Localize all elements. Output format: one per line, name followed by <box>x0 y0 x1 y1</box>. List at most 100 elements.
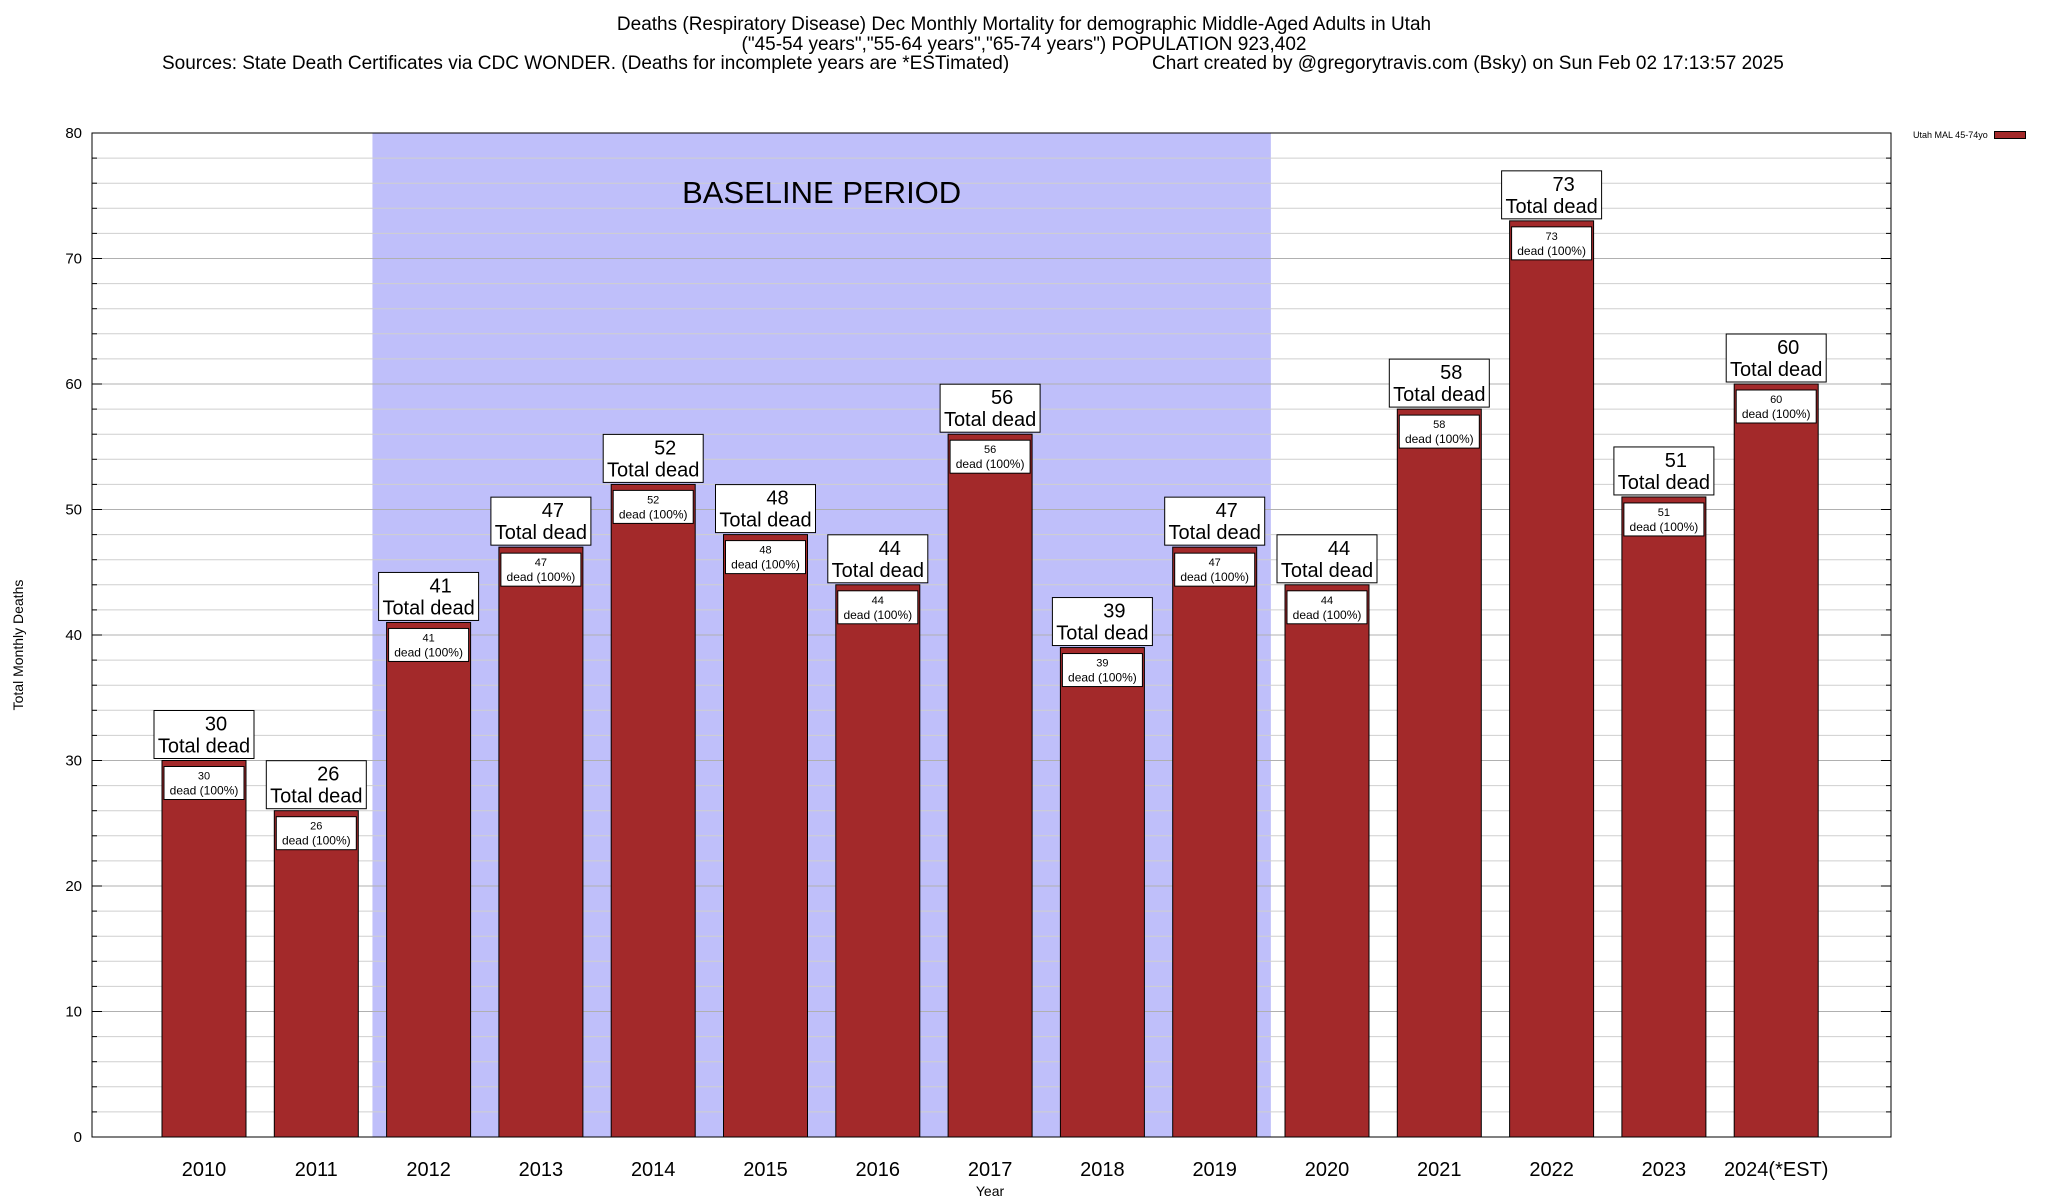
bar <box>1733 383 1819 1138</box>
bar <box>273 810 359 1138</box>
inner-label-box <box>725 540 806 575</box>
inner-label-box <box>163 766 245 800</box>
total-label-box <box>715 484 816 534</box>
y-tick-label: 10 <box>65 1004 82 1021</box>
bar <box>1284 584 1370 1138</box>
bar <box>1059 647 1145 1138</box>
total-label-text: Total dead <box>944 409 1036 431</box>
y-tick-label: 0 <box>74 1129 82 1146</box>
total-label-text: Total dead <box>495 522 587 544</box>
inner-label-value: 60 <box>1770 394 1782 406</box>
inner-label-box <box>949 439 1031 474</box>
total-label-box <box>1725 333 1827 383</box>
inner-label-text: dead (100%) <box>1180 570 1249 584</box>
y-tick-label: 30 <box>65 753 82 770</box>
total-label-value: 41 <box>429 575 451 597</box>
legend: Utah MAL 45-74yo <box>1913 130 2026 140</box>
x-tick-label: 2010 <box>182 1159 227 1181</box>
inner-label-box <box>612 489 694 524</box>
total-label-box <box>265 760 367 810</box>
inner-label-box <box>837 590 919 625</box>
total-label-text: Total dead <box>1056 623 1148 645</box>
x-tick-label: 2023 <box>1642 1159 1687 1181</box>
total-label-box <box>602 433 704 483</box>
x-tick-label: 2022 <box>1529 1159 1574 1181</box>
y-tick-label: 40 <box>65 627 82 644</box>
total-label-box <box>827 534 929 584</box>
x-tick-label: 2021 <box>1417 1159 1462 1181</box>
inner-label-value: 44 <box>872 595 884 607</box>
inner-label-box <box>1623 502 1705 537</box>
inner-label-value: 30 <box>198 771 210 783</box>
total-label-box <box>939 383 1041 433</box>
bar <box>1396 408 1482 1138</box>
inner-label-text: dead (100%) <box>731 558 800 572</box>
legend-swatch <box>1993 131 2026 139</box>
bar <box>1621 496 1707 1138</box>
total-label-value: 47 <box>542 500 564 522</box>
total-label-box <box>153 710 255 759</box>
inner-label-box <box>275 816 357 851</box>
y-tick-label: 80 <box>65 125 82 142</box>
total-label-text: Total dead <box>607 459 699 481</box>
x-tick-label: 2014 <box>631 1159 676 1181</box>
total-label-value: 26 <box>317 764 339 786</box>
total-label-text: Total dead <box>719 510 811 532</box>
total-label-text: Total dead <box>382 597 474 619</box>
x-tick-label: 2018 <box>1080 1159 1125 1181</box>
inner-label-value: 41 <box>422 632 434 644</box>
inner-label-text: dead (100%) <box>843 608 912 622</box>
total-label-box <box>490 496 592 546</box>
bar <box>947 433 1033 1138</box>
inner-label-text: dead (100%) <box>170 784 239 798</box>
inner-label-text: dead (100%) <box>1293 608 1362 622</box>
inner-label-value: 26 <box>310 821 322 833</box>
total-label-text: Total dead <box>158 736 250 758</box>
inner-label-text: dead (100%) <box>619 507 688 521</box>
inner-label-value: 47 <box>1209 557 1221 569</box>
chart-source: Sources: State Death Certificates via CD… <box>162 53 1010 74</box>
x-tick-label: 2012 <box>406 1159 451 1181</box>
bar <box>1509 220 1595 1138</box>
total-label-box <box>1164 496 1266 546</box>
x-axis-label: Year <box>975 1183 1005 1199</box>
inner-label-box <box>1398 414 1480 449</box>
total-label-box <box>1613 446 1715 496</box>
total-label-box <box>1276 534 1378 584</box>
inner-label-value: 48 <box>759 545 771 557</box>
inner-label-value: 51 <box>1658 507 1670 519</box>
inner-label-value: 73 <box>1545 231 1557 243</box>
inner-label-box <box>500 552 582 587</box>
y-tick-label: 50 <box>65 502 82 519</box>
x-tick-label: 2015 <box>743 1159 788 1181</box>
bar <box>161 760 247 1138</box>
x-tick-label: 2020 <box>1305 1159 1350 1181</box>
y-tick-label: 60 <box>65 376 82 393</box>
total-label-value: 56 <box>991 387 1013 409</box>
inner-label-value: 52 <box>647 494 659 506</box>
total-label-text: Total dead <box>1505 196 1597 218</box>
total-label-value: 44 <box>879 538 901 560</box>
inner-label-text: dead (100%) <box>282 834 351 848</box>
inner-label-text: dead (100%) <box>1405 432 1474 446</box>
bar <box>835 584 921 1138</box>
inner-label-text: dead (100%) <box>507 570 576 584</box>
inner-label-text: dead (100%) <box>1517 244 1586 258</box>
total-label-value: 58 <box>1440 362 1462 384</box>
total-label-text: Total dead <box>1730 359 1822 381</box>
inner-label-box <box>388 627 470 662</box>
total-label-text: Total dead <box>1281 560 1373 582</box>
total-label-box <box>1051 597 1153 647</box>
bar <box>498 546 584 1138</box>
total-label-value: 48 <box>766 488 788 510</box>
total-label-text: Total dead <box>1393 384 1485 406</box>
inner-label-value: 58 <box>1433 419 1445 431</box>
chart-subtitle: ("45-54 years","55-64 years","65-74 year… <box>741 34 1307 55</box>
bar <box>610 483 696 1138</box>
total-label-value: 73 <box>1552 174 1574 196</box>
chart-credit: Chart created by @gregorytravis.com (Bsk… <box>1152 53 1784 74</box>
inner-label-text: dead (100%) <box>1742 407 1811 421</box>
inner-label-value: 56 <box>984 444 996 456</box>
total-label-text: Total dead <box>832 560 924 582</box>
